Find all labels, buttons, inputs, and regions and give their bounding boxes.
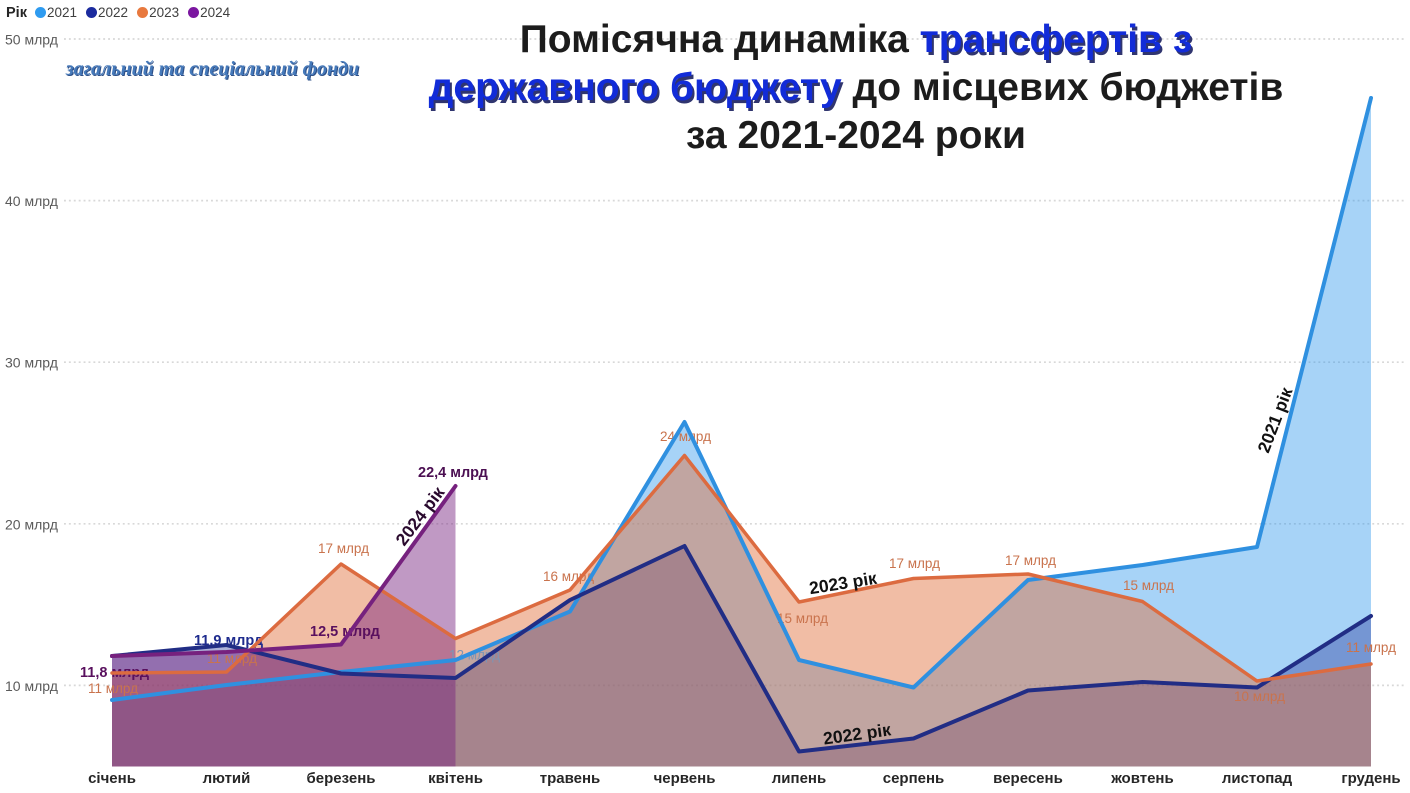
svg-text:11 млрд: 11 млрд xyxy=(1346,640,1396,655)
svg-text:12,5 млрд: 12,5 млрд xyxy=(310,624,380,640)
svg-text:40 млрд: 40 млрд xyxy=(5,193,58,209)
svg-text:червень: червень xyxy=(654,770,716,787)
svg-text:грудень: грудень xyxy=(1341,770,1400,787)
svg-text:березень: березень xyxy=(307,770,376,787)
svg-text:жовтень: жовтень xyxy=(1110,770,1173,787)
svg-text:11 млрд: 11 млрд xyxy=(88,681,138,696)
svg-text:травень: травень xyxy=(540,770,601,787)
svg-text:16 млрд: 16 млрд xyxy=(543,569,594,584)
svg-text:17 млрд: 17 млрд xyxy=(318,541,369,556)
svg-text:17 млрд: 17 млрд xyxy=(1005,553,1056,568)
svg-text:січень: січень xyxy=(88,770,136,787)
svg-text:квітень: квітень xyxy=(428,770,483,787)
svg-text:10 млрд: 10 млрд xyxy=(1234,689,1285,704)
svg-text:серпень: серпень xyxy=(883,770,945,787)
svg-text:листопад: листопад xyxy=(1222,770,1293,787)
svg-text:лютий: лютий xyxy=(203,770,251,787)
svg-text:50 млрд: 50 млрд xyxy=(5,32,58,48)
svg-text:24 млрд: 24 млрд xyxy=(660,429,711,444)
svg-text:липень: липень xyxy=(772,770,826,787)
svg-text:22,4 млрд: 22,4 млрд xyxy=(418,465,488,481)
svg-text:20 млрд: 20 млрд xyxy=(5,516,58,532)
svg-text:10 млрд: 10 млрд xyxy=(5,678,58,694)
svg-text:17 млрд: 17 млрд xyxy=(889,556,940,571)
svg-text:15 млрд: 15 млрд xyxy=(777,611,828,626)
svg-text:15 млрд: 15 млрд xyxy=(1123,578,1174,593)
svg-text:вересень: вересень xyxy=(993,770,1063,787)
svg-text:30 млрд: 30 млрд xyxy=(5,355,58,371)
